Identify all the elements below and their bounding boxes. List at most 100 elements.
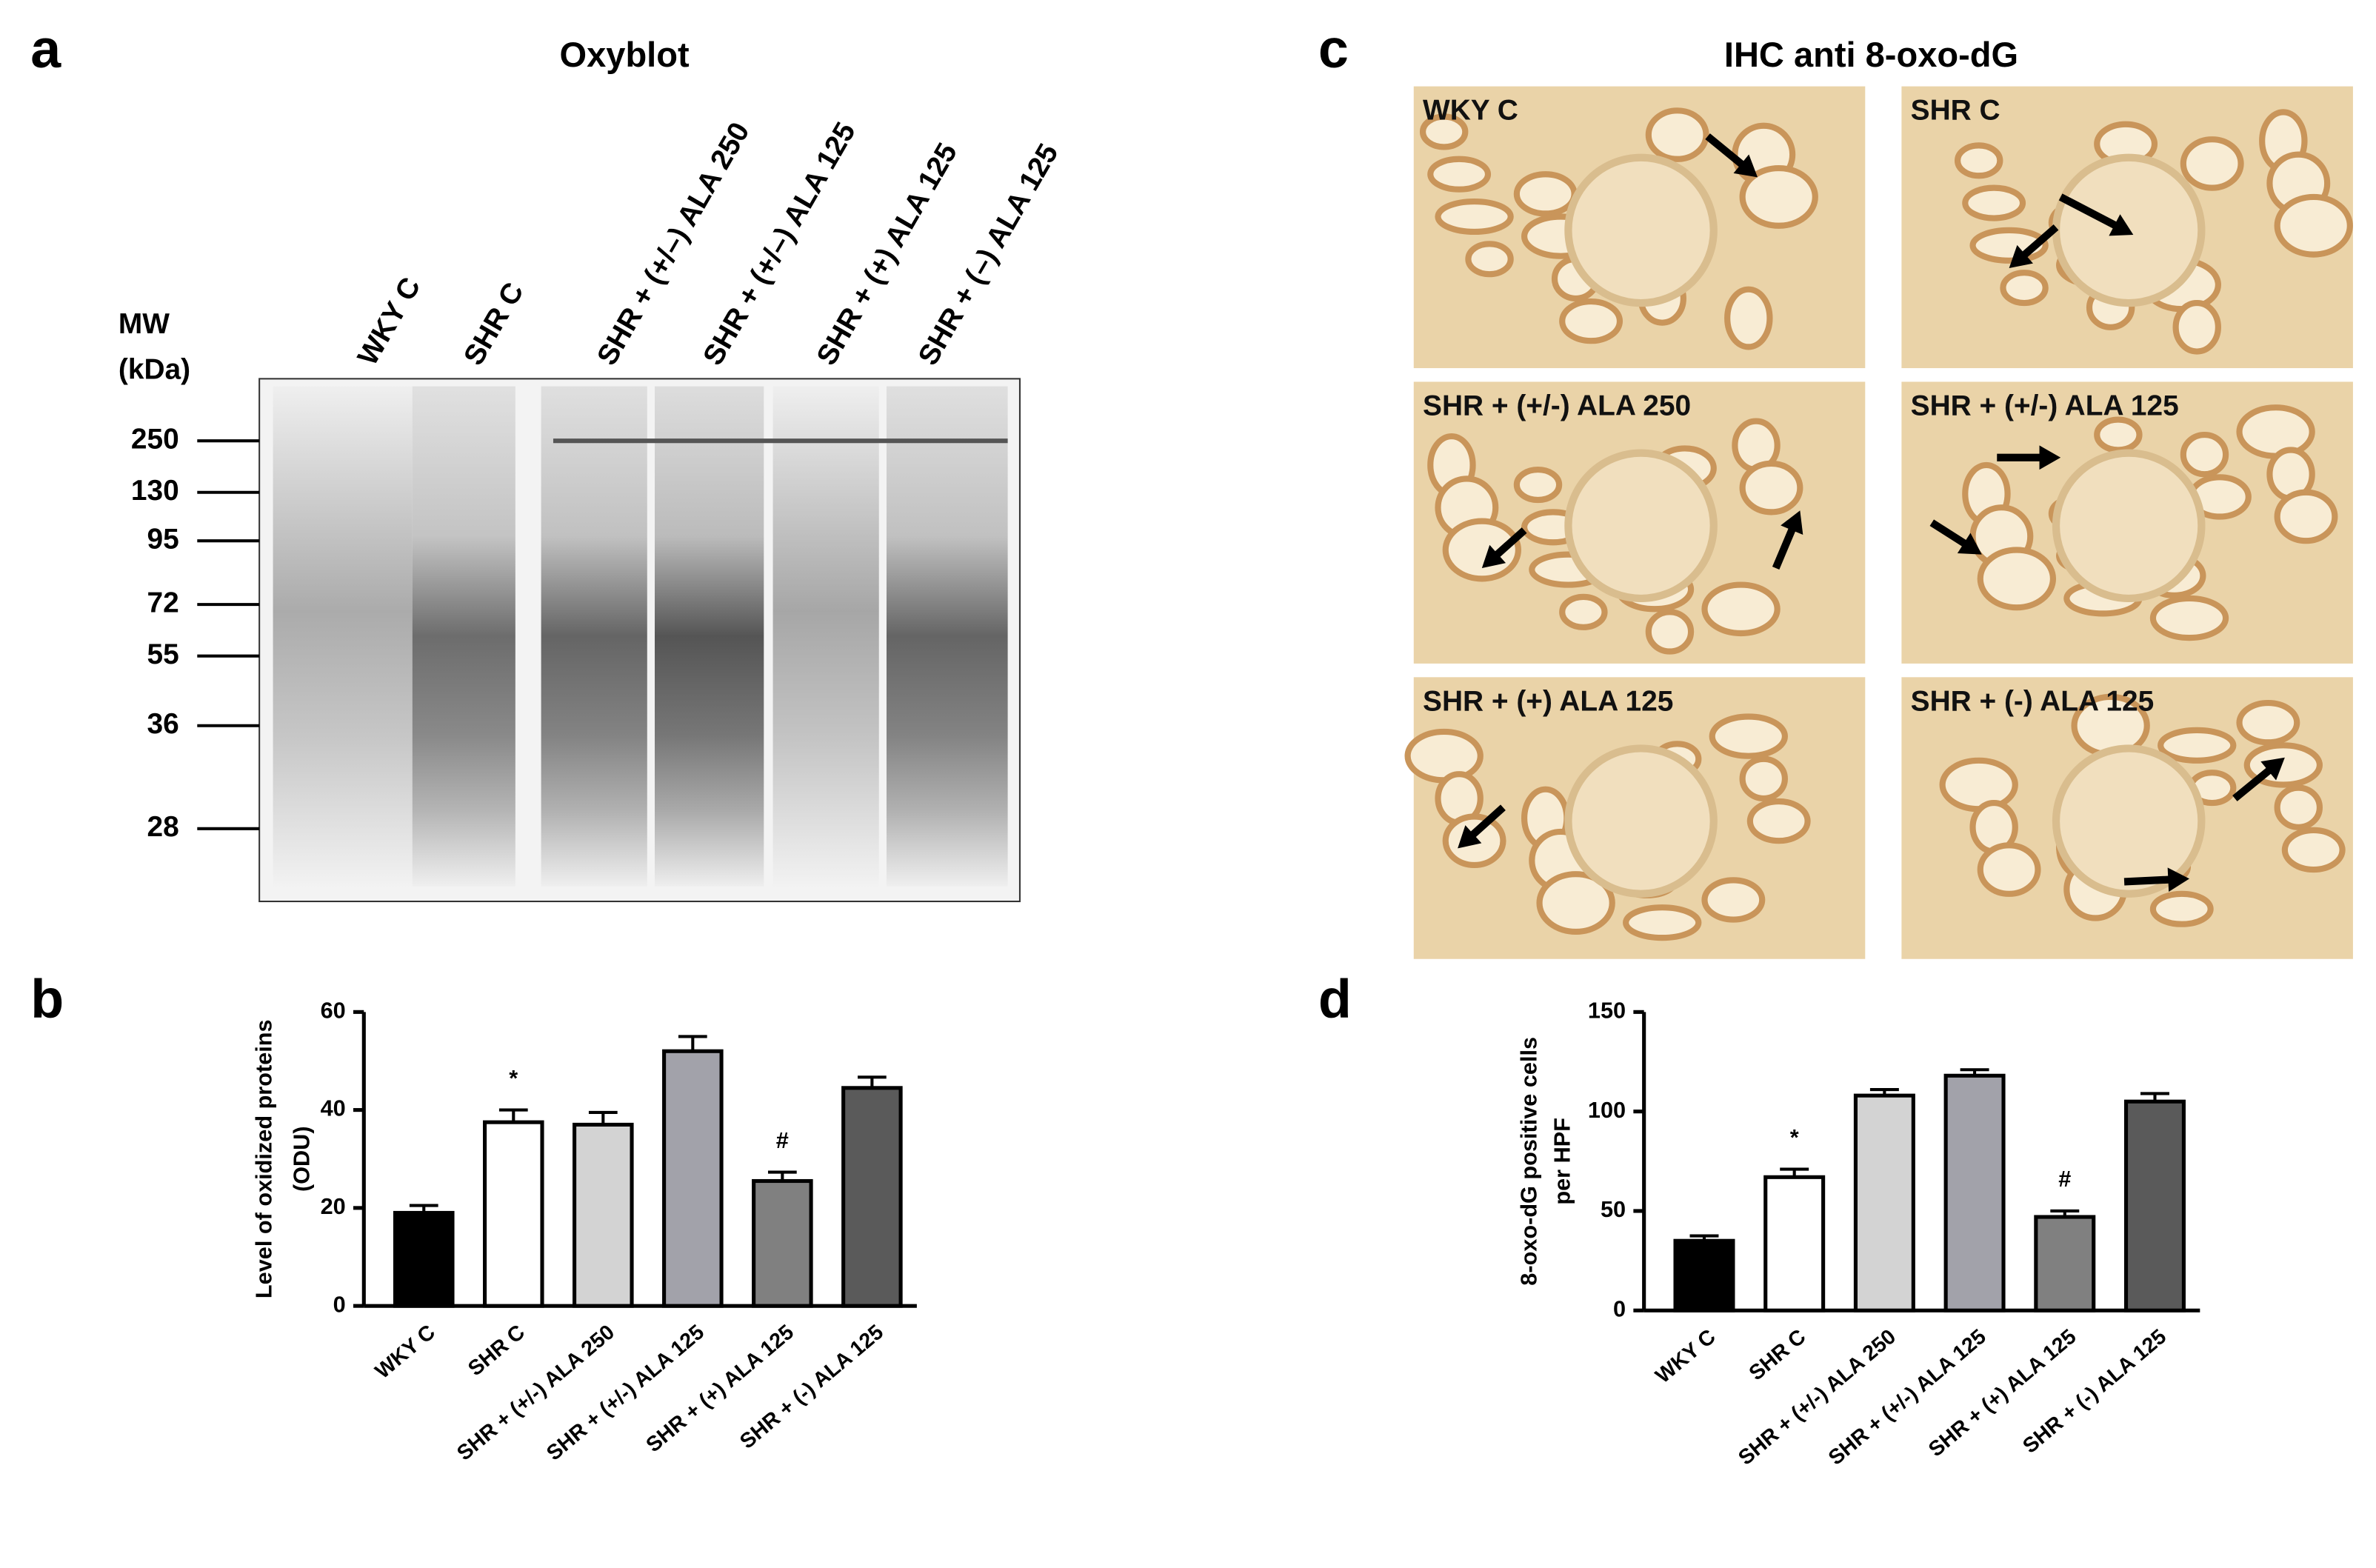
bar: [573, 1122, 634, 1308]
tissue: [2149, 890, 2214, 927]
arrow-shaft: [2019, 224, 2059, 260]
y-axis-label: Level of oxidized proteins: [250, 1019, 276, 1298]
panel-label: c: [1318, 18, 1349, 79]
tissue: [2274, 489, 2338, 544]
bar: [1673, 1238, 1735, 1312]
tissue: [2149, 595, 2229, 641]
mw-marker: 72: [147, 587, 179, 618]
glomerulus: [2052, 449, 2206, 603]
mw-marker: 55: [147, 638, 179, 670]
tissue: [1645, 107, 1709, 162]
tissue: [1645, 609, 1695, 655]
y-tick-label: 100: [1588, 1097, 1626, 1123]
tissue: [2172, 299, 2221, 355]
ihc-title: IHC anti 8-oxo-dG: [1724, 35, 2018, 74]
arrow-head: [2167, 867, 2190, 893]
tissue: [1419, 113, 1469, 150]
lane-label: WKY C: [352, 272, 427, 370]
tissue: [1739, 164, 1818, 229]
bar: [1943, 1073, 2006, 1312]
x-tick-label: SHR + (+/-) ALA 250: [1734, 1325, 1901, 1470]
tissue: [1513, 466, 1563, 504]
arrow-shaft: [1772, 524, 1798, 570]
arrow-head: [1957, 533, 1982, 555]
tissue: [2158, 727, 2237, 764]
tissue: [2274, 193, 2353, 258]
tissue: [1559, 593, 1608, 630]
bar: [1853, 1093, 1915, 1312]
tissue: [1724, 286, 1773, 350]
arrow-shaft: [1929, 519, 1970, 549]
bar: [662, 1049, 724, 1308]
arrow-shaft: [1467, 804, 1506, 840]
mw-marker: 28: [147, 811, 179, 843]
x-tick-label: SHR + (+) ALA 125: [641, 1320, 798, 1457]
arrow-shaft: [2123, 875, 2173, 886]
ihc-label: WKY C: [1423, 95, 1518, 127]
bar: [2123, 1099, 2186, 1312]
y-tick-label: 40: [321, 1095, 346, 1121]
tissue: [1954, 142, 2003, 179]
y-tick-label: 20: [321, 1193, 346, 1219]
y-tick-label: 60: [321, 997, 346, 1023]
panel-label: b: [30, 968, 64, 1030]
y-tick-label: 50: [1601, 1196, 1626, 1222]
mw-label: MW: [119, 308, 170, 340]
y-axis-label: per HPF: [1549, 1118, 1575, 1205]
tissue: [1623, 904, 1702, 941]
x-tick-label: WKY C: [1651, 1325, 1720, 1389]
tissue: [1442, 518, 1521, 582]
tissue: [1404, 728, 1484, 784]
tissue: [2000, 270, 2049, 307]
arrow-head: [1733, 154, 1758, 178]
tissue: [1739, 755, 1788, 802]
y-tick-label: 0: [1613, 1295, 1626, 1321]
mw-marker: 250: [131, 423, 179, 455]
tissue: [1962, 184, 2026, 221]
tissue: [1427, 156, 1492, 193]
x-tick-label: SHR C: [1745, 1325, 1811, 1386]
arrow-head: [2039, 445, 2061, 470]
x-tick-label: SHR + (+/-) ALA 125: [1824, 1325, 1991, 1470]
ihc-label: SHR C: [1911, 95, 2000, 127]
bar: [2034, 1215, 2096, 1312]
ihc-label: SHR + (+/-) ALA 125: [1911, 390, 2179, 421]
arrow-head: [2260, 757, 2285, 781]
blot-title: Oxyblot: [560, 35, 690, 74]
arrow-head: [1781, 510, 1803, 536]
tissue: [1465, 241, 1514, 278]
x-tick-label: SHR C: [464, 1321, 530, 1381]
tissue: [2180, 136, 2244, 191]
annotation: #: [2058, 1166, 2071, 1192]
annotation: *: [1790, 1124, 1799, 1150]
annotation: *: [509, 1065, 518, 1091]
tissue: [1977, 842, 2041, 897]
tissue: [2180, 431, 2229, 478]
bar: [752, 1178, 813, 1308]
mw-marker: 130: [131, 475, 179, 507]
mw-marker: 36: [147, 708, 179, 740]
y-axis-label: 8-oxo-dG positive cells: [1515, 1037, 1541, 1286]
tissue: [1701, 877, 1766, 923]
tissue: [1977, 547, 2057, 611]
panel-label: a: [30, 18, 61, 79]
ihc-label: SHR + (+/-) ALA 250: [1423, 390, 1691, 421]
glomerulus: [2052, 744, 2206, 898]
lane-label: SHR C: [458, 277, 530, 370]
tissue: [1536, 871, 1615, 935]
ihc-label: SHR + (-) ALA 125: [1911, 685, 2155, 717]
tissue: [2281, 827, 2346, 873]
blot: [258, 378, 1021, 903]
tissue: [1559, 298, 1624, 344]
arrow-head: [2009, 244, 2033, 269]
tissue: [1746, 798, 1811, 844]
x-tick-label: WKY C: [371, 1321, 440, 1384]
ihc-label: SHR + (+) ALA 125: [1423, 685, 1673, 717]
ihc-images: WKY C SHR C SHR + (+/-) ALA 250 SHR + (+/-)…: [1404, 86, 2353, 959]
tissue: [1739, 460, 1803, 516]
tissue: [2274, 784, 2323, 830]
tissue: [2236, 699, 2300, 746]
glomerulus: [1564, 449, 1718, 603]
y-tick-label: 0: [333, 1291, 346, 1317]
